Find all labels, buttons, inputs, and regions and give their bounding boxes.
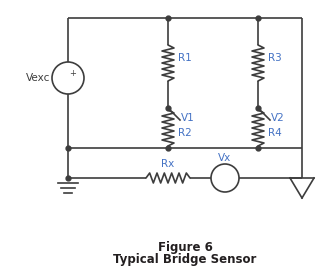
- Text: Vx: Vx: [218, 153, 232, 163]
- Text: R3: R3: [268, 53, 282, 63]
- Text: Typical Bridge Sensor: Typical Bridge Sensor: [113, 254, 257, 266]
- Text: Vexc: Vexc: [26, 73, 50, 83]
- Text: R2: R2: [178, 128, 192, 138]
- Text: V1: V1: [181, 113, 195, 123]
- Text: V2: V2: [271, 113, 285, 123]
- Text: R1: R1: [178, 53, 192, 63]
- Text: +: +: [70, 69, 76, 77]
- Text: Figure 6: Figure 6: [158, 241, 212, 255]
- Text: R4: R4: [268, 128, 282, 138]
- Text: Rx: Rx: [161, 159, 175, 169]
